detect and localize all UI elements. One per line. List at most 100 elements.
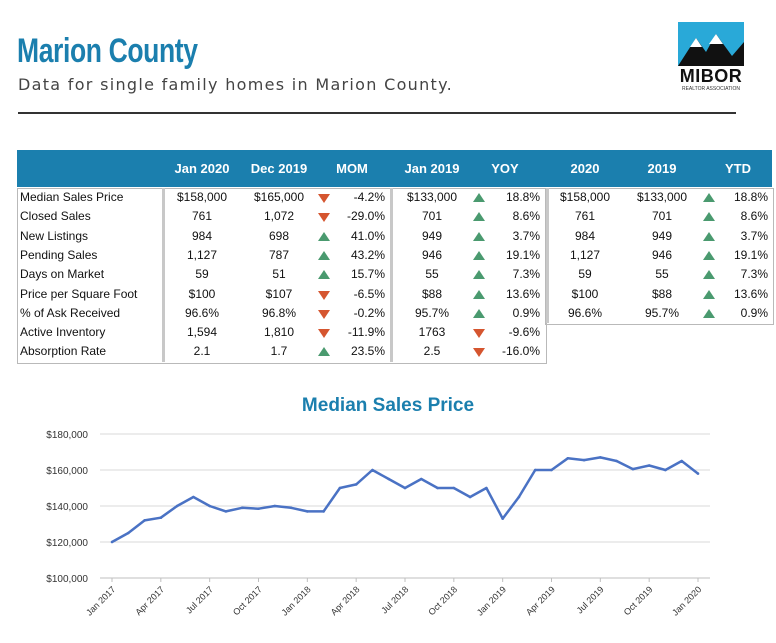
data-point xyxy=(452,486,456,490)
column-header-2019: 2019 xyxy=(647,161,677,176)
cell-y2019: 95.7% xyxy=(644,305,680,320)
cell-jan2019: 2.5 xyxy=(423,344,441,359)
up-arrow-icon xyxy=(473,193,485,202)
cell-jan2019: 95.7% xyxy=(414,305,450,320)
x-tick-label: Oct 2017 xyxy=(231,584,264,617)
data-point xyxy=(533,468,537,472)
cell-jan2019: 946 xyxy=(421,247,443,262)
x-tick-label: Jan 2017 xyxy=(84,584,117,617)
down-arrow-icon xyxy=(318,329,330,339)
row-label: Price per Square Foot xyxy=(20,286,138,301)
table-row: Absorption Rate 2.1 1.7 2.5 23.5% -16.0% xyxy=(17,342,772,361)
cell-mom: -6.5% xyxy=(353,286,385,301)
table-border-ytd xyxy=(545,188,774,326)
cell-jan2020: 59 xyxy=(195,267,209,282)
cell-y2020: $100 xyxy=(571,286,599,301)
cell-yoy: 19.1% xyxy=(505,247,540,262)
up-arrow-icon xyxy=(473,250,485,260)
table-row: Active Inventory 1,594 1,810 1763 -11.9% -9.6… xyxy=(17,323,772,342)
x-tick-label: Apr 2017 xyxy=(133,584,166,617)
up-arrow-icon xyxy=(703,289,715,299)
x-tick-label: Jan 2020 xyxy=(670,584,703,617)
cell-jan2019: 55 xyxy=(425,267,439,282)
up-arrow-icon xyxy=(703,308,715,318)
data-point xyxy=(338,486,342,490)
median-sales-price-chart: $100,000 $120,000 $140,000 $160,000 $180,000… xyxy=(46,430,710,618)
cell-yoy: 18.8% xyxy=(505,190,540,204)
data-point xyxy=(485,486,488,490)
cell-jan2020: 1,127 xyxy=(186,247,218,262)
column-header-dec-2019: Dec 2019 xyxy=(250,161,308,176)
y-tick-label: $120,000 xyxy=(46,538,88,549)
up-arrow-icon xyxy=(473,231,485,241)
column-header-jan-2020: Jan 2020 xyxy=(174,161,230,176)
page-subtitle: Data for single family homes in Marion C… xyxy=(18,75,453,94)
cell-yoy: 0.9% xyxy=(512,305,540,320)
cell-y2020: 59 xyxy=(578,267,592,282)
up-arrow-icon xyxy=(473,270,485,280)
table-row: % of Ask Received 96.6% 96.8% 95.7% 96.6% 95.… xyxy=(17,304,772,323)
column-header-jan-2019: Jan 2019 xyxy=(404,161,460,176)
cell-y2019: $133,000 xyxy=(636,190,688,204)
cell-y2019: 55 xyxy=(655,267,669,282)
down-arrow-icon xyxy=(318,213,330,223)
cell-ytd: 18.8% xyxy=(733,190,768,204)
logo-subtext: REALTOR ASSOCIATION xyxy=(681,86,741,92)
down-arrow-icon xyxy=(473,329,485,339)
data-point xyxy=(224,510,228,513)
column-header-yoy: YOY xyxy=(491,161,519,176)
cell-dec2019: 787 xyxy=(268,247,290,262)
data-point xyxy=(240,506,244,510)
cell-jan2019: 701 xyxy=(421,209,443,224)
cell-jan2019: $88 xyxy=(421,286,443,301)
data-point xyxy=(143,519,146,522)
data-point xyxy=(306,510,309,513)
data-point xyxy=(273,504,277,508)
up-arrow-icon xyxy=(703,250,715,260)
cell-yoy: -16.0% xyxy=(501,344,540,359)
up-arrow-icon xyxy=(318,231,330,241)
row-label: New Listings xyxy=(20,228,89,243)
data-point xyxy=(615,459,618,463)
cell-mom: 41.0% xyxy=(350,228,385,243)
data-point xyxy=(680,459,684,463)
up-arrow-icon xyxy=(473,308,485,318)
row-label: Median Sales Price xyxy=(20,190,124,204)
cell-jan2020: 761 xyxy=(191,209,213,224)
cell-yoy: -9.6% xyxy=(508,325,540,340)
x-tick-label: Apr 2019 xyxy=(524,584,557,617)
cell-dec2019: $107 xyxy=(265,286,293,301)
cell-jan2020: 2.1 xyxy=(193,344,211,359)
up-arrow-icon xyxy=(318,347,330,357)
cell-mom: -0.2% xyxy=(353,305,385,320)
data-point xyxy=(126,531,130,535)
data-point xyxy=(599,456,602,459)
data-point xyxy=(387,477,391,481)
cell-dec2019: 698 xyxy=(268,228,290,243)
data-point xyxy=(192,495,195,499)
data-point xyxy=(517,495,521,499)
logo-text: MIBOR xyxy=(679,66,743,86)
cell-jan2020: $158,000 xyxy=(176,190,228,204)
cell-dec2019: 1.7 xyxy=(270,344,288,359)
table-row: Closed Sales 761 1,072 701 761 701 -29.0% 8.6% 8… xyxy=(17,207,772,226)
x-tick-label: Jul 2018 xyxy=(379,584,410,615)
page-title: Marion County xyxy=(17,32,198,70)
mibor-logo xyxy=(678,22,744,66)
cell-mom: 15.7% xyxy=(350,267,385,282)
data-point xyxy=(403,486,407,490)
cell-jan2020: 984 xyxy=(191,228,213,243)
cell-ytd: 13.6% xyxy=(733,286,768,301)
cell-dec2019: 1,072 xyxy=(263,209,295,224)
data-point xyxy=(289,506,293,510)
column-header-ytd: YTD xyxy=(725,161,751,176)
column-header-mom: MOM xyxy=(336,161,368,176)
data-point xyxy=(110,540,114,544)
data-point xyxy=(664,468,667,472)
header-divider xyxy=(18,112,736,114)
cell-mom: -4.2% xyxy=(353,190,385,204)
cell-ytd: 0.9% xyxy=(740,305,768,320)
data-point xyxy=(257,507,260,510)
cell-ytd: 7.3% xyxy=(740,267,768,282)
data-point xyxy=(419,477,423,481)
